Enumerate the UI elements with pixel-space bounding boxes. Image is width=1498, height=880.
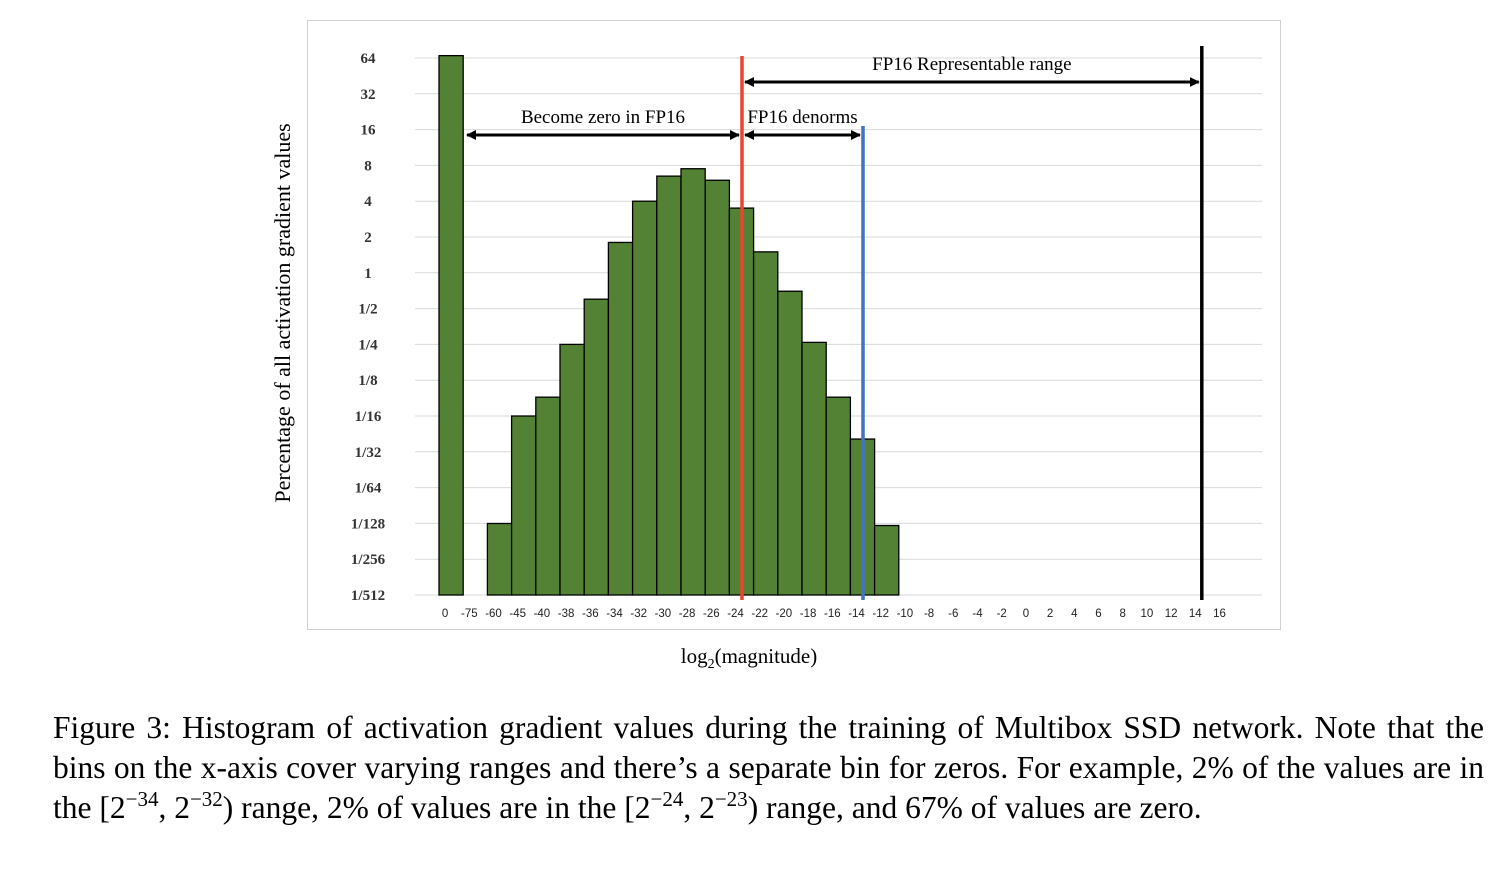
histogram-bar: [535, 396, 561, 596]
range-annotation: FP16 denorms: [747, 107, 857, 128]
x-tick-label: -45: [509, 608, 526, 620]
y-tick-label: 1/32: [355, 445, 382, 461]
figure-caption: Figure 3: Histogram of activation gradie…: [53, 710, 1484, 825]
histogram-bar: [704, 179, 731, 596]
histogram-bar: [680, 168, 706, 596]
x-tick-label: 10: [1141, 608, 1154, 620]
caption-label: Figure 3:: [53, 710, 171, 745]
x-tick-label: -28: [679, 608, 696, 620]
x-tick-label: 2: [1047, 608, 1053, 620]
x-tick-label: 12: [1165, 608, 1178, 620]
x-tick-label: 6: [1095, 608, 1101, 620]
x-tick-label: -36: [582, 608, 599, 620]
x-tick-label: -20: [776, 608, 793, 620]
histogram-bar: [825, 396, 852, 596]
y-tick-label: 1/16: [355, 409, 382, 425]
histogram-bar: [873, 524, 900, 596]
x-tick-label: -12: [872, 608, 889, 620]
y-tick-label: 1: [364, 266, 372, 282]
x-tick-label: -6: [948, 608, 958, 620]
x-tick-label: -16: [824, 608, 841, 620]
y-tick-label: 4: [364, 194, 372, 210]
histogram-bar: [752, 251, 779, 596]
histogram-chart: 1/5121/2561/1281/641/321/161/81/41/21248…: [351, 46, 1262, 620]
x-tick-label: -22: [751, 608, 768, 620]
x-tick-label: -8: [924, 608, 934, 620]
x-tick-label: 14: [1189, 608, 1202, 620]
x-tick-label: -32: [630, 608, 647, 620]
x-tick-label: -38: [558, 608, 575, 620]
y-tick-label: 1/2: [358, 302, 377, 318]
x-axis-title: log2(magnitude): [680, 644, 818, 673]
histogram-bar: [583, 298, 610, 596]
y-tick-label: 1/256: [351, 552, 386, 568]
y-axis-title-text: Percentage of all activation gradient va…: [270, 123, 295, 503]
x-tick-label: 0: [1023, 608, 1029, 620]
histogram-bar: [438, 54, 464, 596]
y-tick-label: 2: [364, 230, 372, 246]
histogram-bar: [656, 175, 682, 596]
histogram-bar: [510, 415, 537, 596]
x-tick-label: -10: [897, 608, 914, 620]
histogram-bar: [777, 290, 803, 596]
y-tick-label: 1/512: [351, 588, 385, 604]
y-tick-label: 8: [364, 158, 372, 174]
y-tick-label: 64: [361, 51, 377, 67]
histogram-bar: [801, 341, 827, 596]
x-tick-label: -18: [800, 608, 817, 620]
x-tick-label: 0: [442, 608, 448, 620]
y-tick-label: 32: [361, 87, 376, 103]
x-tick-label: -75: [461, 608, 478, 620]
x-tick-label: 4: [1071, 608, 1078, 620]
x-tick-label: 16: [1213, 608, 1226, 620]
histogram-bar: [559, 343, 585, 596]
y-tick-label: 1/4: [358, 337, 378, 353]
x-tick-label: -40: [534, 608, 551, 620]
range-annotation: Become zero in FP16: [521, 107, 685, 128]
x-tick-label: -26: [703, 608, 720, 620]
y-tick-label: 1/128: [351, 516, 385, 532]
x-tick-label: -14: [848, 608, 865, 620]
histogram-bar: [486, 522, 513, 596]
range-annotation: FP16 Representable range: [872, 54, 1071, 75]
x-tick-label: -4: [972, 608, 983, 620]
x-tick-label: -34: [606, 608, 623, 620]
x-tick-label: -2: [997, 608, 1007, 620]
histogram-bar: [631, 200, 658, 596]
x-tick-label: 8: [1119, 608, 1125, 620]
y-tick-label: 1/64: [355, 481, 382, 497]
x-tick-label: -24: [727, 608, 744, 620]
x-tick-label: -30: [655, 608, 672, 620]
histogram-bar: [607, 241, 634, 596]
x-tick-label: -60: [485, 608, 502, 620]
y-tick-label: 1/8: [358, 373, 377, 389]
y-tick-label: 16: [361, 123, 377, 139]
